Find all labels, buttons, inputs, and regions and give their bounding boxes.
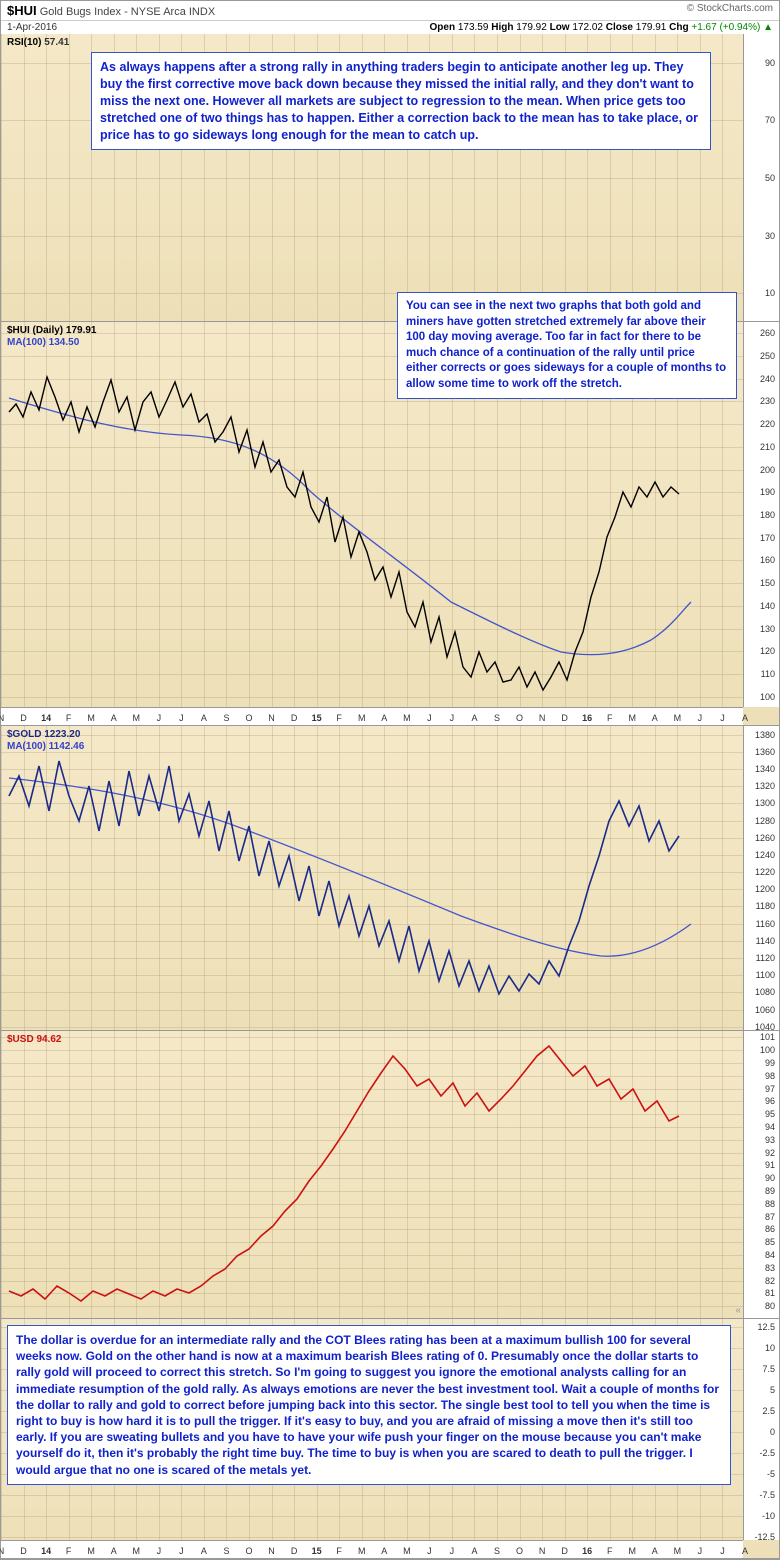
hui-label-price: $HUI (Daily) 179.91	[7, 325, 97, 337]
attribution: © StockCharts.com	[687, 3, 773, 18]
gold-label-price: $GOLD 1223.20	[7, 729, 84, 741]
low-label: Low	[550, 22, 570, 33]
usd-label-text: $USD 94.62	[7, 1034, 61, 1045]
rsi-panel: RSI(10) 57.41 1030507090 As always happe…	[1, 34, 779, 322]
usd-price-line	[1, 1031, 745, 1319]
bottom-panel: -12.5-10-7.5-5-2.502.557.51012.5 ND14FMA…	[1, 1319, 779, 1559]
chg-label: Chg	[669, 22, 688, 33]
gold-panel: $GOLD 1223.20 MA(100) 1142.46 1040106010…	[1, 726, 779, 1031]
high-label: High	[491, 22, 513, 33]
bottom-yaxis: -12.5-10-7.5-5-2.502.557.51012.5	[743, 1319, 779, 1540]
gold-label-ma: MA(100) 1142.46	[7, 741, 84, 753]
chart-header: $HUI Gold Bugs Index - NYSE Arca INDX © …	[1, 1, 779, 21]
collapse-icon[interactable]: «	[735, 1305, 741, 1316]
symbol: $HUI	[7, 3, 37, 18]
low-value: 172.02	[572, 22, 603, 33]
close-value: 179.91	[636, 22, 667, 33]
usd-label: $USD 94.62	[7, 1034, 61, 1045]
gold-yaxis: 1040106010801100112011401160118012001220…	[743, 726, 779, 1030]
chart-date: 1-Apr-2016	[7, 22, 57, 33]
rsi-label: RSI(10) 57.41	[7, 37, 69, 48]
arrow-up-icon: ▲	[763, 22, 773, 33]
chart-container: $HUI Gold Bugs Index - NYSE Arca INDX © …	[0, 0, 780, 1560]
rsi-label-sym: RSI(10)	[7, 37, 41, 48]
rsi-yaxis: 1030507090	[743, 34, 779, 321]
gold-price-line	[1, 726, 745, 1031]
rsi-label-val: 57.41	[44, 37, 69, 48]
hui-xaxis: ND14FMAMJJASOND15FMAMJJASOND16FMAMJJA	[1, 707, 743, 725]
open-value: 173.59	[458, 22, 489, 33]
hui-yaxis: 1001101201301401501601701801902002102202…	[743, 322, 779, 707]
hui-labels: $HUI (Daily) 179.91 MA(100) 134.50	[7, 325, 97, 349]
high-value: 179.92	[516, 22, 547, 33]
header-left: $HUI Gold Bugs Index - NYSE Arca INDX	[7, 3, 215, 18]
chart-subheader: 1-Apr-2016 Open 173.59 High 179.92 Low 1…	[1, 21, 779, 34]
hui-panel: $HUI (Daily) 179.91 MA(100) 134.50 10011…	[1, 322, 779, 726]
close-label: Close	[606, 22, 633, 33]
bottom-xaxis: ND14FMAMJJASOND15FMAMJJASOND16FMAMJJA	[1, 1540, 743, 1558]
textbox-3: The dollar is overdue for an intermediat…	[7, 1325, 731, 1485]
usd-yaxis: 8081828384858687888990919293949596979899…	[743, 1031, 779, 1318]
hui-label-ma: MA(100) 134.50	[7, 337, 97, 349]
gold-labels: $GOLD 1223.20 MA(100) 1142.46	[7, 729, 84, 753]
symbol-description: Gold Bugs Index - NYSE Arca INDX	[40, 6, 215, 18]
usd-panel: $USD 94.62 80818283848586878889909192939…	[1, 1031, 779, 1319]
textbox-1: As always happens after a strong rally i…	[91, 52, 711, 150]
textbox-2: You can see in the next two graphs that …	[397, 292, 737, 399]
open-label: Open	[430, 22, 456, 33]
ohlc-block: Open 173.59 High 179.92 Low 172.02 Close…	[430, 22, 774, 33]
chg-value: +1.67 (+0.94%)	[691, 22, 760, 33]
